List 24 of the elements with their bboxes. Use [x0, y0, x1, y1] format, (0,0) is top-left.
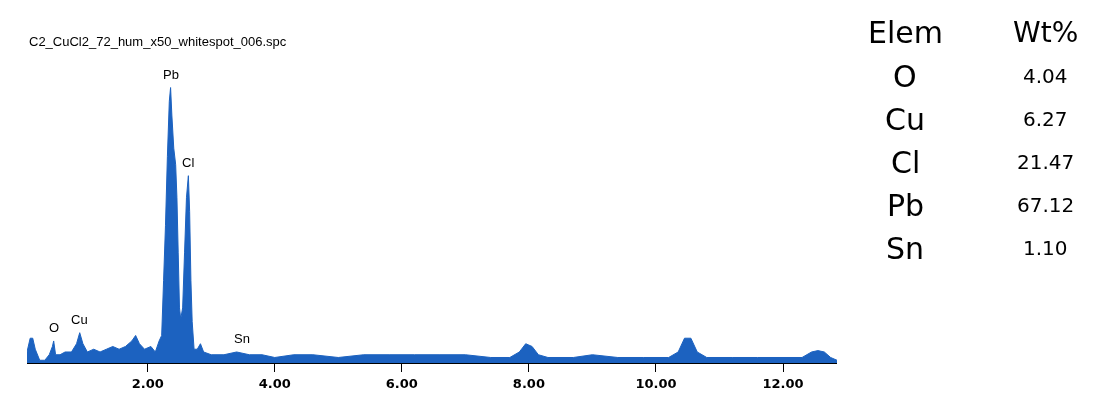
annotation: Sn — [234, 331, 250, 346]
x-tick-label: 8.00 — [512, 375, 545, 391]
text: Cl — [891, 145, 921, 180]
text: Sn — [886, 231, 925, 266]
x-tick-label: 2.00 — [131, 375, 164, 391]
text: O — [893, 59, 917, 94]
x-tick-label: 10.00 — [635, 375, 677, 391]
text: Elem — [868, 15, 943, 50]
x-tick-label: 12.00 — [762, 375, 804, 391]
chart-title: C2_CuCl2_72_hum_x50_whitespot_006.spc — [29, 34, 287, 49]
text: 67.12 — [1017, 193, 1075, 217]
annotation: Cu — [71, 312, 88, 327]
text: 1.10 — [1023, 236, 1068, 260]
text: 21.47 — [1017, 150, 1075, 174]
annotation: O — [49, 320, 60, 335]
text: 4.04 — [1023, 64, 1068, 88]
text: Pb — [887, 188, 925, 223]
text: 6.27 — [1023, 107, 1068, 131]
annotation: Pb — [163, 67, 179, 82]
x-tick-label: 4.00 — [258, 375, 291, 391]
annotation: Cl — [182, 155, 195, 170]
x-tick-label: 6.00 — [385, 375, 418, 391]
text: Wt% — [1013, 16, 1079, 49]
text: Cu — [885, 102, 925, 137]
